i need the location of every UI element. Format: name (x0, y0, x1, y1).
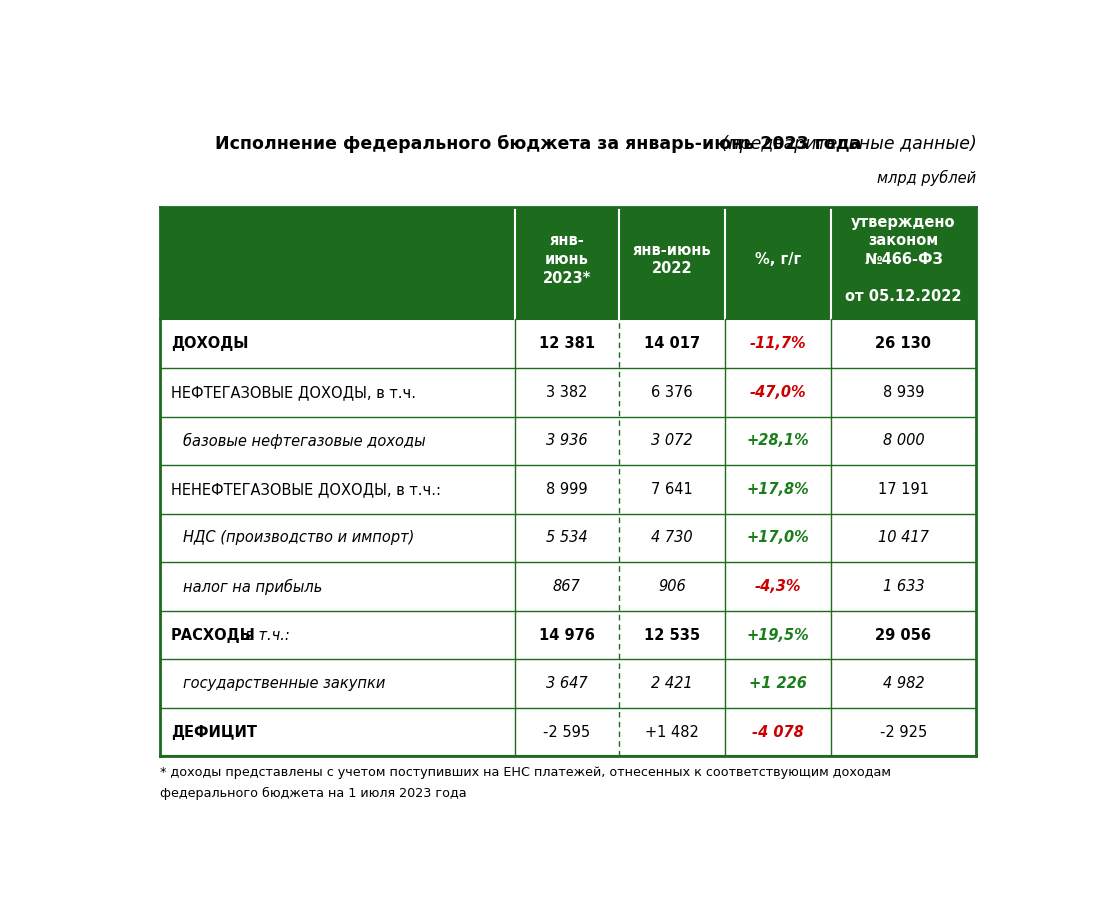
Text: * доходы представлены с учетом поступивших на ЕНС платежей, отнесенных к соответ: * доходы представлены с учетом поступивш… (159, 766, 891, 779)
Text: +28,1%: +28,1% (747, 433, 810, 448)
Text: -47,0%: -47,0% (750, 385, 807, 399)
Text: +19,5%: +19,5% (747, 628, 810, 643)
Text: 906: 906 (659, 579, 686, 594)
Text: %, г/г: %, г/г (755, 252, 801, 267)
Text: базовые нефтегазовые доходы: базовые нефтегазовые доходы (182, 432, 425, 449)
Text: налог на прибыль: налог на прибыль (182, 579, 322, 595)
Text: +1 482: +1 482 (645, 725, 699, 739)
Text: федерального бюджета на 1 июля 2023 года: федерального бюджета на 1 июля 2023 года (159, 787, 466, 800)
Text: 26 130: 26 130 (875, 336, 932, 351)
Text: (предварительные данные): (предварительные данные) (716, 135, 977, 153)
Text: 6 376: 6 376 (651, 385, 693, 399)
Text: 10 417: 10 417 (878, 530, 929, 546)
Text: ДОХОДЫ: ДОХОДЫ (170, 336, 249, 351)
Text: , в т.ч.:: , в т.ч.: (236, 628, 291, 643)
Text: +1 226: +1 226 (749, 676, 807, 691)
Text: млрд рублей: млрд рублей (876, 170, 976, 186)
Text: -4 078: -4 078 (753, 725, 804, 739)
Text: 4 730: 4 730 (651, 530, 693, 546)
Text: 14 976: 14 976 (539, 628, 594, 643)
Text: янв-
июнь
2023*: янв- июнь 2023* (543, 233, 591, 286)
Text: 8 999: 8 999 (546, 482, 588, 497)
Text: 29 056: 29 056 (875, 628, 932, 643)
Text: Исполнение федерального бюджета за январь-июнь 2023 года: Исполнение федерального бюджета за январ… (214, 135, 861, 154)
Text: +17,8%: +17,8% (747, 482, 810, 497)
Text: 3 936: 3 936 (546, 433, 588, 448)
Text: 8 000: 8 000 (883, 433, 924, 448)
Text: НЕФТЕГАЗОВЫЕ ДОХОДЫ, в т.ч.: НЕФТЕГАЗОВЫЕ ДОХОДЫ, в т.ч. (170, 385, 415, 399)
Text: 4 982: 4 982 (883, 676, 924, 691)
Text: государственные закупки: государственные закупки (182, 676, 385, 691)
Text: -4,3%: -4,3% (755, 579, 801, 594)
Text: 3 382: 3 382 (546, 385, 588, 399)
Text: 7 641: 7 641 (651, 482, 693, 497)
Text: -2 925: -2 925 (880, 725, 927, 739)
Text: утверждено
законом
№466-ФЗ

от 05.12.2022: утверждено законом №466-ФЗ от 05.12.2022 (845, 215, 961, 304)
Text: 14 017: 14 017 (644, 336, 701, 351)
Text: ДЕФИЦИТ: ДЕФИЦИТ (170, 725, 256, 739)
Text: 17 191: 17 191 (878, 482, 929, 497)
Text: 1 633: 1 633 (883, 579, 924, 594)
Text: 3 647: 3 647 (546, 676, 588, 691)
Text: +17,0%: +17,0% (747, 530, 810, 546)
Text: 8 939: 8 939 (883, 385, 924, 399)
Text: НДС (производство и импорт): НДС (производство и импорт) (182, 530, 414, 546)
Text: НЕНЕФТЕГАЗОВЫЕ ДОХОДЫ, в т.ч.:: НЕНЕФТЕГАЗОВЫЕ ДОХОДЫ, в т.ч.: (170, 482, 441, 497)
Text: 2 421: 2 421 (651, 676, 693, 691)
Bar (159, 207, 976, 319)
Text: -11,7%: -11,7% (750, 336, 807, 351)
Text: РАСХОДЫ: РАСХОДЫ (170, 628, 255, 643)
Text: янв-июнь
2022: янв-июнь 2022 (633, 243, 712, 276)
Text: 867: 867 (552, 579, 580, 594)
Text: -2 595: -2 595 (544, 725, 590, 739)
Text: 12 535: 12 535 (644, 628, 701, 643)
Text: 12 381: 12 381 (539, 336, 594, 351)
Text: 5 534: 5 534 (546, 530, 588, 546)
Text: 3 072: 3 072 (651, 433, 693, 448)
